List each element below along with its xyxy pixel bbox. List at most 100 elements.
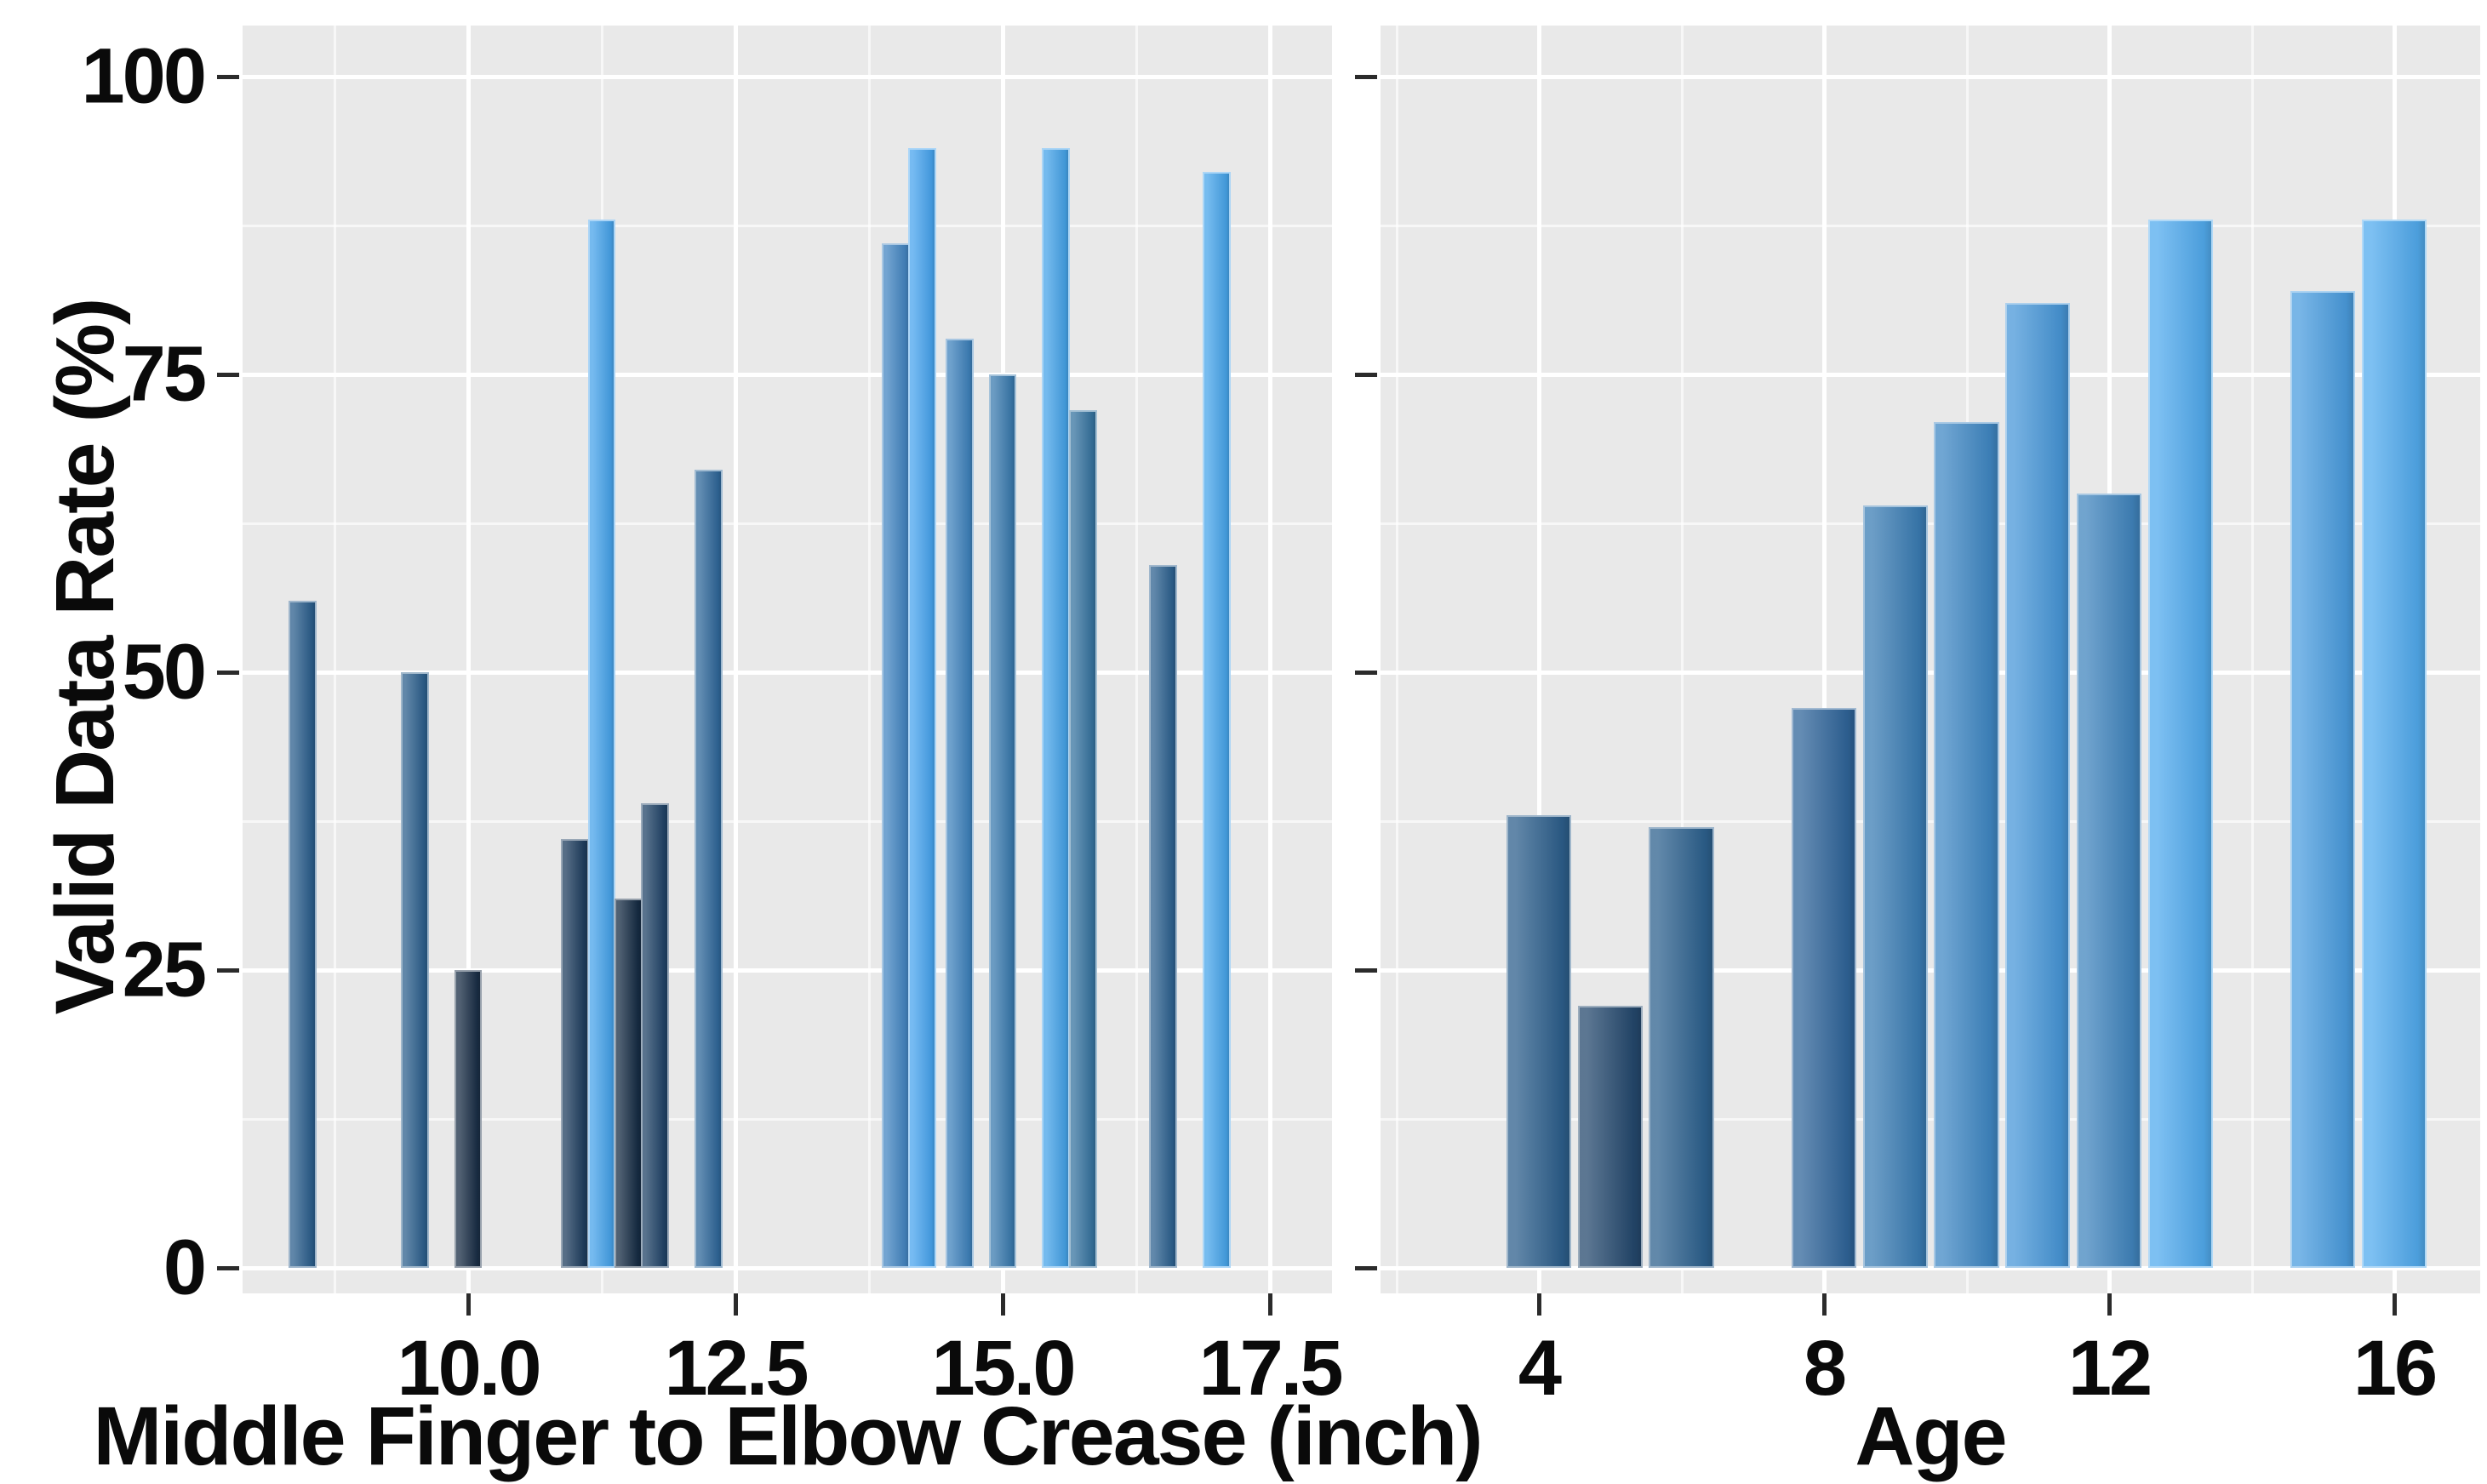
bar-x-17	[1202, 172, 1231, 1268]
y-minor-gridline	[243, 225, 1332, 227]
x-tick-label: 17.5	[1198, 1325, 1343, 1412]
x-minor-gridline	[1135, 26, 1138, 1293]
bar-x-15	[2290, 291, 2356, 1268]
y-major-gridline	[1381, 968, 2480, 973]
bar-x-5	[1577, 1006, 1643, 1268]
x-tick-label: 8	[1803, 1325, 1847, 1412]
y-tick-label: 50	[122, 628, 207, 716]
x-tick-mark	[734, 1293, 738, 1316]
y-minor-gridline	[243, 820, 1332, 823]
x-major-gridline	[1537, 26, 1541, 1293]
bar-x-11.25	[587, 220, 616, 1268]
bar-x-16.5	[1149, 565, 1177, 1268]
bar-x-16	[2361, 220, 2427, 1268]
bar-shading	[2007, 305, 2069, 1266]
x-minor-gridline	[334, 26, 336, 1293]
y-tick-mark	[217, 968, 239, 973]
bar-x-15	[988, 374, 1017, 1268]
bar-shading	[1864, 507, 1926, 1266]
bar-x-12.25	[695, 470, 723, 1268]
bar-x-9	[1862, 505, 1928, 1268]
x-axis-title-age: Age	[1855, 1390, 2007, 1482]
x-minor-gridline	[2250, 26, 2254, 1293]
bar-x-13	[2147, 220, 2213, 1268]
y-tick-mark	[1355, 75, 1377, 79]
y-minor-gridline	[1381, 820, 2480, 823]
bar-shading	[402, 674, 427, 1266]
y-major-gridline	[1381, 373, 2480, 377]
x-tick-label: 12	[2067, 1325, 2153, 1412]
y-tick-mark	[217, 373, 239, 377]
bar-shading	[1507, 817, 1570, 1266]
bar-x-14.25	[908, 148, 937, 1268]
y-tick-label: 100	[81, 32, 208, 120]
bar-shading	[990, 376, 1015, 1266]
bar-shading	[2078, 495, 2141, 1266]
y-major-gridline	[1381, 75, 2480, 79]
bar-x-6	[1649, 827, 1714, 1268]
bar-shading	[883, 245, 908, 1266]
bar-shading	[455, 972, 481, 1266]
x-major-gridline	[1268, 26, 1272, 1293]
bar-shading	[563, 841, 587, 1266]
y-tick-label: 75	[122, 330, 207, 418]
x-axis-title-arm-length: Middle Finger to Elbow Crease (inch)	[93, 1390, 1483, 1482]
bar-shading	[1650, 829, 1712, 1266]
bar-x-9.5	[400, 672, 429, 1268]
panel-age	[1381, 26, 2480, 1293]
bar-x-11	[2005, 303, 2071, 1268]
y-minor-gridline	[1381, 1118, 2480, 1121]
bar-x-8.45	[288, 601, 317, 1268]
x-tick-mark	[1537, 1293, 1541, 1316]
y-tick-mark	[217, 75, 239, 79]
bar-x-14	[882, 243, 910, 1268]
bar-shading	[1935, 424, 1998, 1266]
panel-arm-length	[243, 26, 1332, 1293]
bar-x-11	[561, 839, 589, 1268]
y-minor-gridline	[243, 522, 1332, 525]
y-tick-mark	[217, 671, 239, 675]
y-major-gridline	[243, 671, 1332, 675]
x-tick-mark	[2107, 1293, 2112, 1316]
bar-shading	[2363, 221, 2426, 1266]
x-tick-label: 16	[2353, 1325, 2438, 1412]
x-tick-mark	[466, 1293, 471, 1316]
y-major-gridline	[243, 75, 1332, 79]
y-minor-gridline	[1381, 225, 2480, 227]
x-major-gridline	[734, 26, 738, 1293]
bar-x-10	[454, 970, 483, 1268]
bar-x-12	[2076, 494, 2142, 1268]
bar-shading	[289, 602, 315, 1266]
bar-x-4	[1506, 815, 1572, 1268]
x-minor-gridline	[1680, 26, 1684, 1293]
y-major-gridline	[1381, 671, 2480, 675]
x-tick-mark	[1001, 1293, 1005, 1316]
y-major-gridline	[243, 373, 1332, 377]
y-tick-label: 0	[163, 1224, 207, 1311]
y-minor-gridline	[1381, 522, 2480, 525]
bar-x-10	[1934, 422, 1999, 1268]
y-tick-mark	[1355, 373, 1377, 377]
y-minor-gridline	[243, 1118, 1332, 1121]
bar-shading	[2149, 221, 2211, 1266]
y-tick-mark	[1355, 1266, 1377, 1270]
x-tick-mark	[1268, 1293, 1272, 1316]
bar-x-15.75	[1068, 410, 1097, 1268]
bar-shading	[1151, 567, 1175, 1266]
y-major-gridline	[1381, 1266, 2480, 1270]
x-minor-gridline	[868, 26, 871, 1293]
bar-x-15.5	[1042, 148, 1071, 1268]
bar-shading	[1203, 174, 1229, 1266]
y-tick-mark	[217, 1266, 239, 1270]
bar-shading	[1792, 710, 1855, 1266]
x-tick-label: 15.0	[931, 1325, 1076, 1412]
x-tick-label: 4	[1518, 1325, 1562, 1412]
bar-shading	[1070, 412, 1095, 1266]
bar-shading	[616, 900, 641, 1266]
bar-x-14.6	[946, 339, 975, 1268]
bar-shading	[1579, 1007, 1641, 1266]
bar-shading	[643, 805, 668, 1266]
y-tick-label: 25	[122, 926, 207, 1013]
x-tick-label: 12.5	[664, 1325, 809, 1412]
